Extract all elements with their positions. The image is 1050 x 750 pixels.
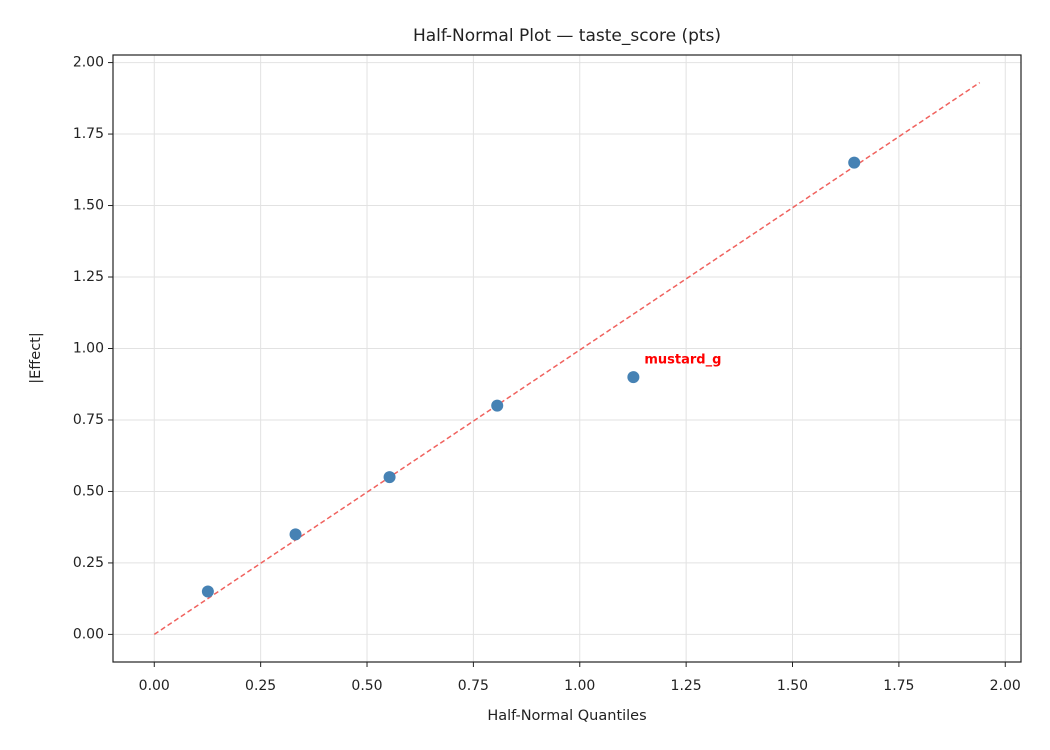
x-tick-label: 0.00: [139, 678, 170, 694]
y-tick-label: 1.25: [73, 269, 104, 285]
point: [383, 471, 396, 484]
point: [848, 156, 861, 169]
y-tick-label: 0.75: [73, 412, 104, 428]
point-label: mustard_g: [644, 353, 721, 368]
x-tick-label: 1.00: [564, 678, 595, 694]
point: [289, 528, 302, 541]
x-tick-label: 0.75: [458, 678, 489, 694]
chart-title: Half-Normal Plot — taste_score (pts): [413, 26, 721, 46]
point: [491, 399, 504, 412]
x-tick-label: 0.50: [351, 678, 382, 694]
x-tick-label: 2.00: [990, 678, 1021, 694]
reference-line: [153, 81, 981, 636]
y-tick-label: 0.25: [73, 555, 104, 571]
x-axis-label: Half-Normal Quantiles: [487, 708, 646, 724]
x-tick-label: 0.25: [245, 678, 276, 694]
y-tick-label: 2.00: [73, 55, 104, 71]
y-tick-label: 1.00: [73, 340, 104, 356]
y-tick-label: 1.50: [73, 198, 104, 214]
plot-frame: [112, 54, 1022, 663]
point: [201, 585, 214, 598]
y-axis-label: |Effect|: [28, 332, 44, 384]
x-tick-label: 1.75: [883, 678, 914, 694]
x-tick-label: 1.50: [777, 678, 808, 694]
y-tick-label: 0.00: [73, 626, 104, 642]
y-tick-label: 1.75: [73, 126, 104, 142]
x-tick-label: 1.25: [671, 678, 702, 694]
point: [627, 371, 640, 384]
y-tick-label: 0.50: [73, 483, 104, 499]
